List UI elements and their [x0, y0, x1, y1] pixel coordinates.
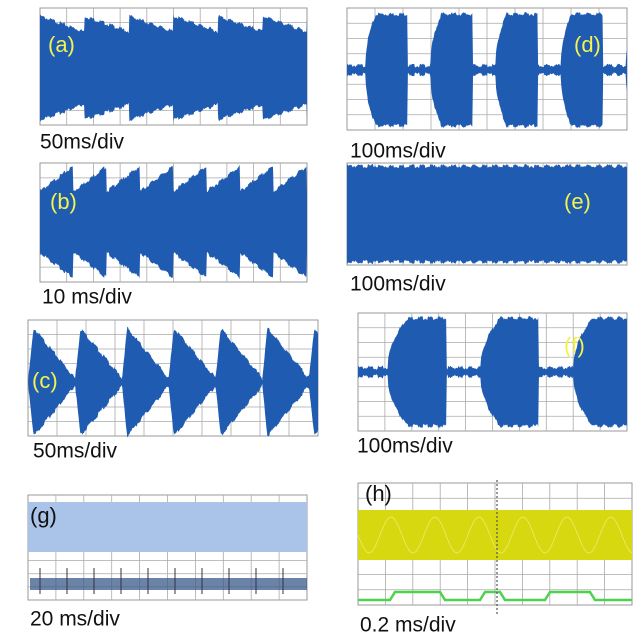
time-scale: 20 ms/div [30, 608, 120, 631]
panel-label: (e) [564, 189, 591, 214]
time-scale: 50ms/div [33, 440, 118, 463]
waveform [40, 14, 307, 121]
waveforms [28, 8, 632, 615]
time-scale: 100ms/div [350, 140, 446, 163]
panel-label: (b) [50, 189, 77, 214]
panel-label: (c) [32, 368, 58, 393]
waveform [347, 164, 627, 264]
waveform [30, 578, 307, 590]
waveform [358, 316, 627, 428]
time-scale: 10 ms/div [42, 286, 132, 309]
panel-label: (h) [365, 481, 392, 506]
time-scale: 100ms/div [350, 273, 446, 296]
time-scale: 0.2 ms/div [360, 614, 456, 637]
panel-label: (a) [48, 32, 75, 57]
panel-label: (f) [564, 333, 585, 358]
panel-label: (g) [30, 503, 57, 528]
panel-label: (d) [574, 32, 601, 57]
waveform [28, 502, 307, 552]
figure: (a) 50ms/div (b) 10 ms/div (c) 50ms/div … [0, 0, 633, 642]
time-scale: 50ms/div [40, 131, 125, 154]
time-scale: 100ms/div [357, 435, 453, 458]
